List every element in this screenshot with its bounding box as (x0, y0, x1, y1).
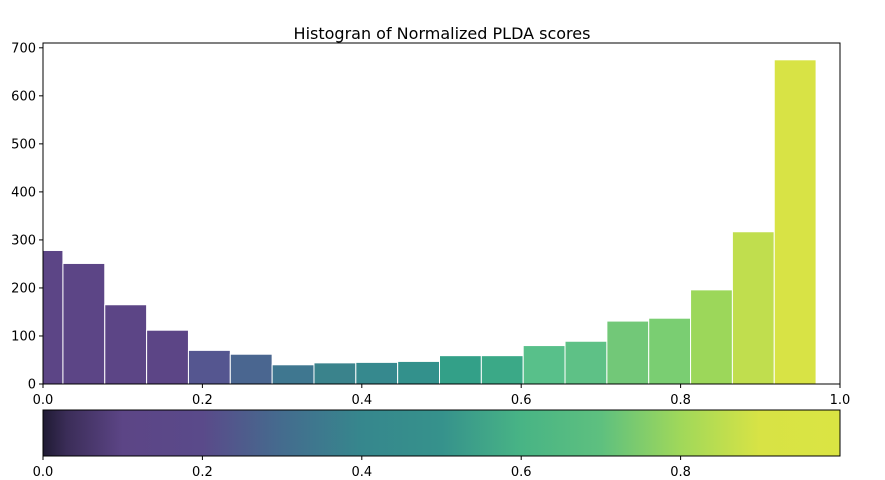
histogram-bar (731, 231, 775, 385)
x-tick-label: 0.4 (351, 393, 372, 408)
x-tick-label: 0.8 (670, 393, 691, 408)
y-tick-label: 700 (11, 41, 36, 56)
histogram-bar (313, 362, 357, 385)
histogram-bar (62, 262, 106, 385)
histogram-x-axis: 0.0 0.2 0.4 0.6 0.8 1.0 (33, 384, 851, 408)
colorbar-plot: 0.0 0.2 0.4 0.6 0.8 (33, 409, 841, 480)
y-tick-label: 0 (28, 378, 36, 393)
histogram-axes-frame (42, 42, 841, 385)
histogram-bar (439, 355, 482, 385)
y-tick-label: 100 (11, 329, 36, 344)
y-tick-label: 400 (11, 185, 36, 200)
histogram-bar (355, 361, 399, 385)
colorbar-tick-label: 0.8 (670, 465, 691, 480)
colorbar-tick-label: 0.2 (192, 465, 213, 480)
y-tick-label: 500 (11, 137, 36, 152)
histogram-bar (42, 249, 64, 385)
histogram-bar (187, 349, 231, 385)
histogram-bar (606, 320, 650, 385)
colorbar-axes-frame (42, 409, 841, 457)
histogram-bar (522, 345, 566, 385)
histogram-plot: 0 100 200 300 400 500 600 700 0.0 0.2 0.4 0.6 0.8 1.… (11, 41, 850, 408)
x-tick-label: 0.0 (33, 393, 54, 408)
y-tick-label: 200 (11, 281, 36, 296)
histogram-bar (773, 59, 817, 385)
colorbar-tick-label: 0.0 (33, 465, 54, 480)
y-tick-label: 600 (11, 89, 36, 104)
colorbar-tick-label: 0.4 (351, 465, 372, 480)
y-tick-label: 300 (11, 233, 36, 248)
histogram-bar (397, 360, 441, 385)
colorbar-x-axis: 0.0 0.2 0.4 0.6 0.8 (33, 456, 691, 480)
histogram-bar (104, 304, 148, 385)
colorbar-strip (43, 410, 840, 456)
histogram-bar (564, 340, 608, 385)
chart-title: Histogran of Normalized PLDA scores (294, 24, 591, 43)
x-tick-label: 0.6 (511, 393, 532, 408)
x-tick-label: 1.0 (830, 393, 851, 408)
colorbar-tick-label: 0.6 (511, 465, 532, 480)
histogram-bar (648, 317, 692, 385)
histogram-bar (229, 353, 273, 385)
histogram-bar (271, 364, 315, 385)
histogram-bar (146, 329, 189, 385)
x-tick-label: 0.2 (192, 393, 213, 408)
histogram-y-axis: 0 100 200 300 400 500 600 700 (11, 41, 43, 393)
histogram-bar (690, 289, 733, 385)
histogram-bar (480, 355, 524, 385)
histogram-bars (42, 59, 817, 385)
